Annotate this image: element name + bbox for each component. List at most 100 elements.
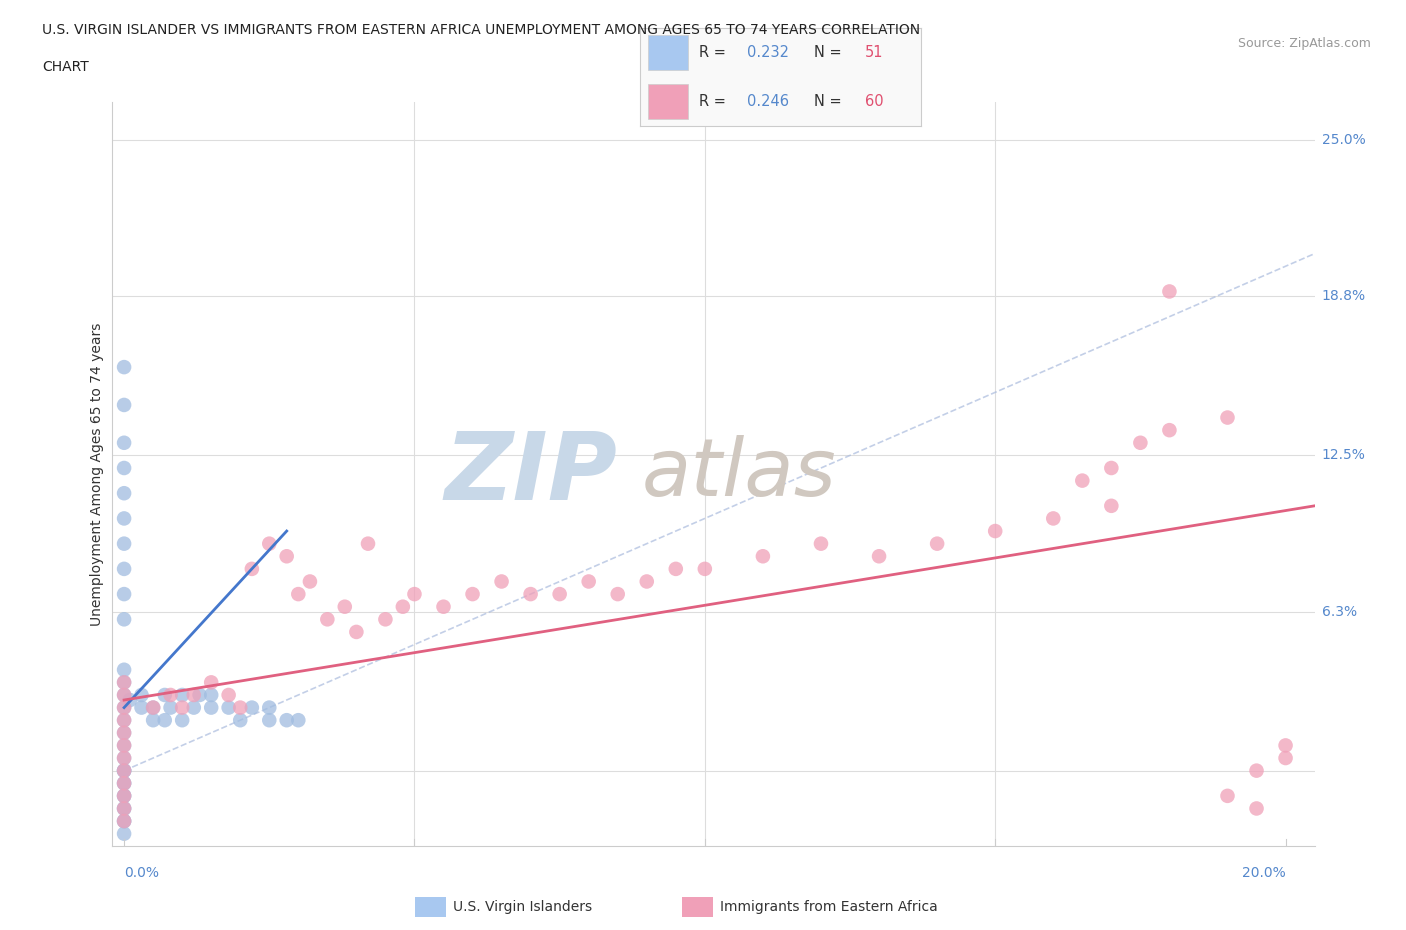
Point [519,587,541,602]
Point [1042,511,1064,525]
Point [810,537,832,551]
Point [112,814,135,829]
Point [172,712,194,727]
Text: N =: N = [814,45,846,60]
Point [868,549,890,564]
Text: 6.3%: 6.3% [1322,604,1357,618]
Point [229,712,252,727]
Point [159,687,181,702]
Point [159,700,181,715]
Point [984,524,1007,538]
Point [229,700,252,715]
Point [112,82,135,97]
Text: Immigrants from Eastern Africa: Immigrants from Eastern Africa [720,899,938,914]
Point [404,587,426,602]
Point [112,700,135,715]
Text: R =: R = [699,45,730,60]
Point [142,700,165,715]
Point [172,687,194,702]
Text: 20.0%: 20.0% [1241,867,1285,881]
Point [276,712,298,727]
Point [1246,764,1268,778]
Point [112,712,135,727]
Point [112,460,135,475]
Text: 51: 51 [865,45,883,60]
Point [142,712,165,727]
Point [578,574,600,589]
Text: 0.232: 0.232 [747,45,789,60]
Point [112,725,135,740]
Text: U.S. Virgin Islanders: U.S. Virgin Islanders [453,899,592,914]
Point [112,435,135,450]
Point [112,700,135,715]
Point [1071,473,1094,488]
Point [665,562,688,577]
Point [112,764,135,778]
Point [1159,284,1181,299]
Point [112,776,135,790]
Point [200,687,222,702]
Point [112,612,135,627]
Point [200,700,222,715]
Point [240,562,263,577]
Point [218,687,240,702]
Point [374,612,396,627]
Point [392,599,415,614]
Text: atlas: atlas [641,435,837,513]
Text: U.S. VIRGIN ISLANDER VS IMMIGRANTS FROM EASTERN AFRICA UNEMPLOYMENT AMONG AGES 6: U.S. VIRGIN ISLANDER VS IMMIGRANTS FROM … [42,23,921,37]
Point [112,738,135,753]
Point [188,687,211,702]
Point [112,814,135,829]
Point [153,712,176,727]
Point [118,693,141,708]
Text: Source: ZipAtlas.com: Source: ZipAtlas.com [1237,37,1371,50]
Point [1159,423,1181,438]
Text: ZIP: ZIP [444,429,617,520]
Point [112,397,135,412]
Point [112,562,135,577]
Point [112,687,135,702]
Point [287,712,309,727]
Point [1246,801,1268,816]
Point [200,675,222,690]
Text: 25.0%: 25.0% [1322,133,1365,147]
Point [357,537,380,551]
Point [316,612,339,627]
Point [1274,738,1296,753]
Point [112,511,135,525]
FancyBboxPatch shape [648,84,688,119]
Text: 60: 60 [865,94,883,109]
FancyBboxPatch shape [648,34,688,70]
Point [218,700,240,715]
Point [298,574,321,589]
Point [112,814,135,829]
Point [131,687,153,702]
Point [112,789,135,804]
Text: 18.8%: 18.8% [1322,289,1365,303]
Point [1216,410,1239,425]
Point [1099,498,1122,513]
Point [1129,435,1152,450]
Text: CHART: CHART [42,60,89,74]
Point [112,826,135,841]
Point [112,725,135,740]
Point [259,537,281,551]
Point [112,801,135,816]
Point [606,587,628,602]
Point [112,712,135,727]
Point [112,662,135,677]
Point [1216,789,1239,804]
Point [112,738,135,753]
Point [112,537,135,551]
Point [112,801,135,816]
Text: 12.5%: 12.5% [1322,448,1365,462]
Point [491,574,513,589]
Point [112,687,135,702]
Point [142,700,165,715]
Point [432,599,454,614]
Point [112,776,135,790]
Point [112,764,135,778]
Point [636,574,658,589]
Point [752,549,775,564]
Point [183,700,205,715]
